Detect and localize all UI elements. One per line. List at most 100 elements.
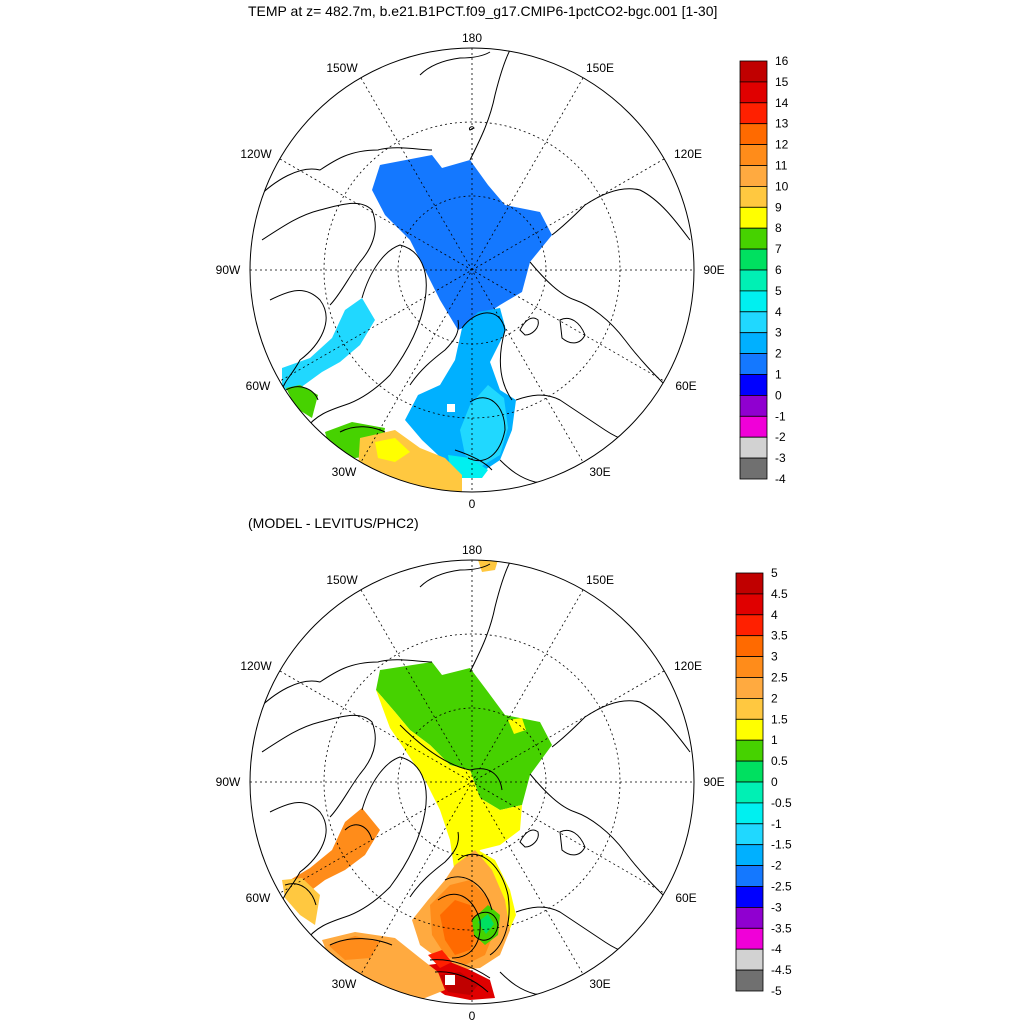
lon-label-150e: 150E [586, 61, 614, 75]
difference-colorbar-swatch [735, 907, 764, 929]
difference-colorbar-swatch [735, 927, 764, 950]
lon-label-90w: 90W [216, 775, 241, 789]
labrador-sea-shading [286, 385, 318, 418]
difference-colorbar-swatch [735, 698, 764, 720]
temperature-colorbar-swatch [739, 185, 768, 208]
temperature-colorbar-swatch [739, 415, 768, 438]
difference-colorbar-tick-label: 5 [771, 566, 778, 580]
lon-label-90e: 90E [703, 775, 724, 789]
temperature-colorbar-tick-label: 13 [775, 117, 789, 131]
temperature-colorbar-swatch [739, 436, 768, 459]
temperature-colorbar-swatch [739, 81, 768, 104]
lon-label-30w: 30W [332, 977, 357, 991]
lon-label-120e: 120E [674, 147, 702, 161]
difference-colorbar-swatch [735, 593, 764, 616]
temperature-colorbar-tick-label: 4 [775, 305, 782, 319]
arctic-basin-shading [372, 155, 552, 330]
temperature-colorbar-tick-label: 14 [775, 96, 789, 110]
bering-anomaly [478, 560, 498, 572]
difference-colorbar-tick-label: 3.5 [771, 629, 788, 643]
temperature-colorbar-tick-label: -4 [775, 472, 786, 486]
baffin-bay-anomaly [290, 808, 380, 895]
temperature-colorbar-swatch [739, 144, 768, 166]
temperature-colorbar-tick-label: -2 [775, 430, 786, 444]
north-atlantic-core-anomaly [328, 936, 380, 960]
temperature-colorbar-swatch [739, 374, 768, 396]
difference-colorbar-tick-label: -5 [771, 984, 782, 998]
plot-title: TEMP at z= 482.7m, b.e21.B1PCT.f09_g17.C… [248, 3, 718, 19]
lon-label-60w: 60W [246, 379, 271, 393]
temperature-colorbar-swatch [739, 123, 768, 145]
temperature-colorbar-swatch [739, 311, 768, 334]
difference-colorbar-tick-label: -3 [771, 900, 782, 914]
temperature-colorbar-tick-label: 16 [775, 54, 789, 68]
temperature-colorbar-swatch [739, 206, 768, 229]
temperature-colorbar-tick-label: 15 [775, 75, 789, 89]
nordic-seas-hot-anomaly [440, 900, 478, 955]
lon-label-60w: 60W [246, 891, 271, 905]
lon-label-90e: 90E [703, 263, 724, 277]
difference-colorbar-swatch [735, 739, 764, 762]
lon-label-150e: 150E [586, 573, 614, 587]
difference-colorbar-swatch [735, 844, 764, 867]
atlantic-inflow-anomaly [376, 690, 522, 880]
ice-mask-patch-bottom [445, 975, 455, 985]
lon-label-30e: 30E [589, 977, 610, 991]
difference-colorbar-tick-label: 0.5 [771, 754, 788, 768]
difference-colorbar-tick-label: -2.5 [771, 880, 792, 894]
temperature-field [282, 155, 552, 492]
difference-colorbar-swatch [735, 886, 764, 908]
temperature-colorbar-swatch [739, 248, 768, 271]
lon-label-0: 0 [469, 497, 476, 511]
difference-colorbar-tick-label: -2 [771, 859, 782, 873]
lon-label-0: 0 [469, 1009, 476, 1023]
norwegian-sea-warm-shading [460, 385, 508, 466]
coastlines [254, 49, 691, 483]
temperature-colorbar-swatch [739, 60, 768, 83]
difference-colorbar-tick-label: -3.5 [771, 921, 792, 935]
graticule [250, 48, 694, 492]
temperature-colorbar-tick-label: -3 [775, 451, 786, 465]
ice-mask-patch [447, 404, 455, 412]
difference-colorbar-tick-label: -1 [771, 817, 782, 831]
difference-colorbar: 5 4.5 4 3.5 3 2.5 2 1.5 1 0.5 0 -0.5 -1 -1.5 -2 -2.5 -3 -… [735, 566, 792, 998]
labrador-sea-anomaly [282, 878, 320, 925]
difference-colorbar-tick-label: -1.5 [771, 838, 792, 852]
difference-colorbar-swatch [735, 781, 764, 804]
difference-colorbar-swatch [735, 760, 764, 783]
temperature-contours [285, 312, 513, 471]
difference-colorbar-swatch [735, 865, 764, 887]
map-boundary [249, 47, 695, 493]
temperature-colorbar-swatch [739, 394, 768, 417]
difference-field [282, 560, 552, 1000]
temperature-colorbar-swatch [739, 227, 768, 250]
difference-colorbar-swatch [735, 614, 764, 637]
temperature-colorbar-swatch [739, 165, 768, 187]
temperature-colorbar-tick-label: 1 [775, 368, 782, 382]
lofoten-core-anomaly [478, 914, 494, 934]
difference-title: (MODEL - LEVITUS/PHC2) [248, 515, 419, 531]
difference-colorbar-swatch [735, 677, 764, 699]
lon-label-30e: 30E [589, 465, 610, 479]
difference-map: 180 150E 120E 90E 60E 30E 0 30W 60W 90W … [216, 543, 725, 1023]
difference-colorbar-tick-label: 1 [771, 733, 778, 747]
temperature-colorbar-tick-label: 11 [775, 159, 788, 173]
temperature-colorbar-swatch [739, 269, 768, 292]
difference-colorbar-tick-label: 2.5 [771, 671, 788, 685]
temperature-map: 180 150E 120E 90E 60E 30E 0 30W 60W 90W … [216, 31, 725, 511]
temperature-colorbar-tick-label: 6 [775, 263, 782, 277]
difference-colorbar-swatch [735, 969, 764, 992]
temperature-colorbar-tick-label: 10 [775, 179, 789, 193]
lon-label-60e: 60E [675, 379, 696, 393]
difference-colorbar-swatch [735, 823, 764, 846]
lon-label-90w: 90W [216, 263, 241, 277]
difference-colorbar-tick-label: 1.5 [771, 712, 788, 726]
temperature-colorbar-tick-label: 8 [775, 221, 782, 235]
lon-label-60e: 60E [675, 891, 696, 905]
lon-label-30w: 30W [332, 465, 357, 479]
difference-colorbar-swatch [735, 948, 764, 971]
difference-colorbar-tick-label: 4.5 [771, 587, 788, 601]
difference-colorbar-swatch [735, 572, 764, 595]
